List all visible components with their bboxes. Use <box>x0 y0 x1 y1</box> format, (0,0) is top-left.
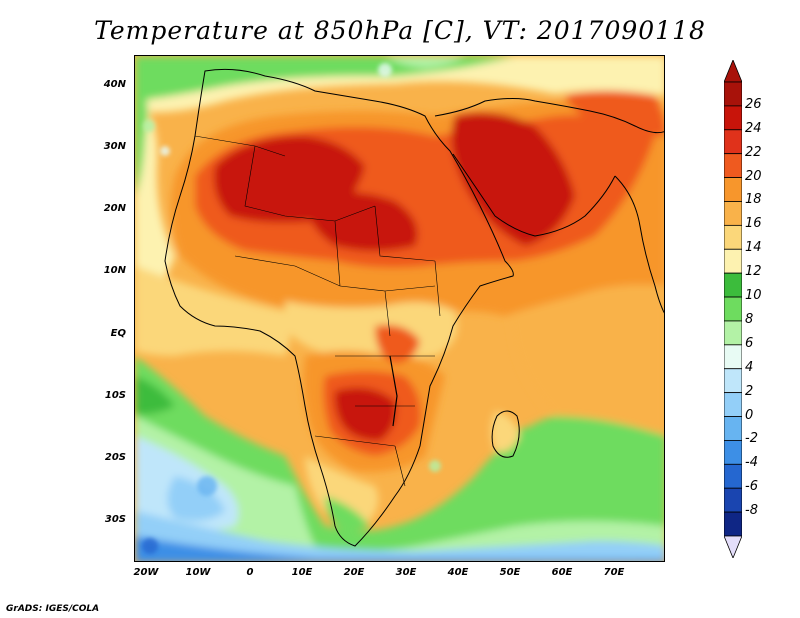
texture-dot <box>142 538 158 554</box>
lon-label-70e: 70E <box>603 567 625 578</box>
great-lakes <box>389 355 398 427</box>
texture-dot <box>197 476 217 496</box>
colorbar-swatch <box>723 416 743 441</box>
colorbar-label: 12 <box>745 264 762 280</box>
map-title: Temperature at 850hPa [C], VT: 201709011… <box>94 16 706 45</box>
lat-label-10n: 10N <box>103 265 126 276</box>
colorbar-swatch <box>723 105 743 131</box>
lat-label-30s: 30S <box>104 514 126 525</box>
lon-label-30e: 30E <box>395 567 417 578</box>
colorbar-label: 18 <box>745 192 762 208</box>
colorbar-label: -4 <box>745 455 758 471</box>
colorbar-swatch <box>723 368 743 394</box>
colorbar <box>723 58 743 560</box>
colorbar-swatch <box>723 272 743 298</box>
band-south-light <box>135 416 664 561</box>
band-north-light <box>385 56 465 68</box>
texture-dot <box>429 460 441 472</box>
lon-label-0: 0 <box>246 567 254 578</box>
band-indian <box>505 272 664 436</box>
band-sw-green <box>135 376 175 415</box>
colorbar-label: 22 <box>745 144 762 160</box>
india-coast <box>614 175 664 314</box>
band-indian-south <box>495 422 664 481</box>
country-borders <box>194 135 441 487</box>
colorbar-label: 24 <box>745 120 762 136</box>
colorbar-label: 6 <box>745 335 754 351</box>
band-far-south-deep <box>135 536 664 561</box>
colorbar-swatch <box>723 344 743 370</box>
lat-label-40n: 40N <box>103 79 126 90</box>
lon-label-50e: 50E <box>499 567 521 578</box>
colorbar-swatch <box>723 463 743 489</box>
map-canvas <box>135 56 664 561</box>
colorbar-label: 10 <box>745 288 762 304</box>
asia-coast <box>434 98 664 134</box>
lat-label-eq: EQ <box>110 328 126 339</box>
colorbar-swatch <box>723 248 743 274</box>
band-eq-atlantic <box>135 266 290 356</box>
colorbar-label: 4 <box>745 359 754 375</box>
region-central-sahara-hot <box>305 192 418 251</box>
africa-coast <box>164 68 514 547</box>
lon-label-10w: 10W <box>185 567 211 578</box>
colorbar-swatch <box>723 201 743 226</box>
region-iran <box>565 91 664 136</box>
madagascar-coast <box>491 410 520 458</box>
band-far-south <box>135 511 664 561</box>
colorbar-swatch <box>723 177 743 202</box>
colorbar-label: 16 <box>745 216 762 232</box>
band-west-pale <box>135 96 175 306</box>
colorbar-swatch <box>723 153 743 178</box>
band-south-blue <box>167 476 225 521</box>
colorbar-swatch <box>723 487 743 513</box>
texture-dot <box>378 63 392 77</box>
colorbar-swatch <box>723 129 743 155</box>
colorbar-svg <box>723 58 743 560</box>
lat-label-20s: 20S <box>104 452 126 463</box>
colorbar-label: 20 <box>745 168 762 184</box>
colorbar-swatch <box>723 224 743 250</box>
colorbar-swatch <box>723 296 743 322</box>
colorbar-label: 2 <box>745 383 754 399</box>
region-arabia-hot <box>451 112 575 246</box>
colorbar-swatch <box>723 511 743 537</box>
colorbar-label: -2 <box>745 431 758 447</box>
colorbar-over-triangle <box>723 58 743 83</box>
colorbar-swatch <box>723 81 743 107</box>
colorbar-label: 0 <box>745 407 754 423</box>
colorbar-under-triangle <box>723 535 743 560</box>
colorbar-swatch <box>723 392 743 417</box>
region-kalahari-pale <box>305 456 379 526</box>
arabia-coast <box>452 153 616 237</box>
coastlines <box>164 68 664 547</box>
band-west-green <box>135 76 148 196</box>
region-angola-hot <box>334 387 396 441</box>
colorbar-label: -8 <box>745 503 758 519</box>
region-congo-red <box>375 325 420 364</box>
colorbar-label: 14 <box>745 240 762 256</box>
region-madagascar <box>491 411 520 452</box>
colorbar-swatch <box>723 440 743 465</box>
colorbar-label: -6 <box>745 479 758 495</box>
lon-label-60e: 60E <box>551 567 573 578</box>
lat-label-10s: 10S <box>104 390 126 401</box>
lon-label-10e: 10E <box>291 567 313 578</box>
texture-dot <box>160 146 170 156</box>
colorbar-swatch <box>723 320 743 346</box>
region-cape-green <box>325 496 370 531</box>
lon-label-20w: 20W <box>133 567 159 578</box>
lon-label-20e: 20E <box>343 567 365 578</box>
lat-label-20n: 20N <box>103 203 126 214</box>
grads-credit: GrADS: IGES/COLA <box>6 604 100 614</box>
lat-label-30n: 30N <box>103 141 126 152</box>
texture-dot <box>143 120 155 132</box>
colorbar-label: 8 <box>745 311 754 327</box>
colorbar-label: 26 <box>745 96 762 112</box>
lon-label-40e: 40E <box>447 567 469 578</box>
temperature-map <box>134 55 665 562</box>
